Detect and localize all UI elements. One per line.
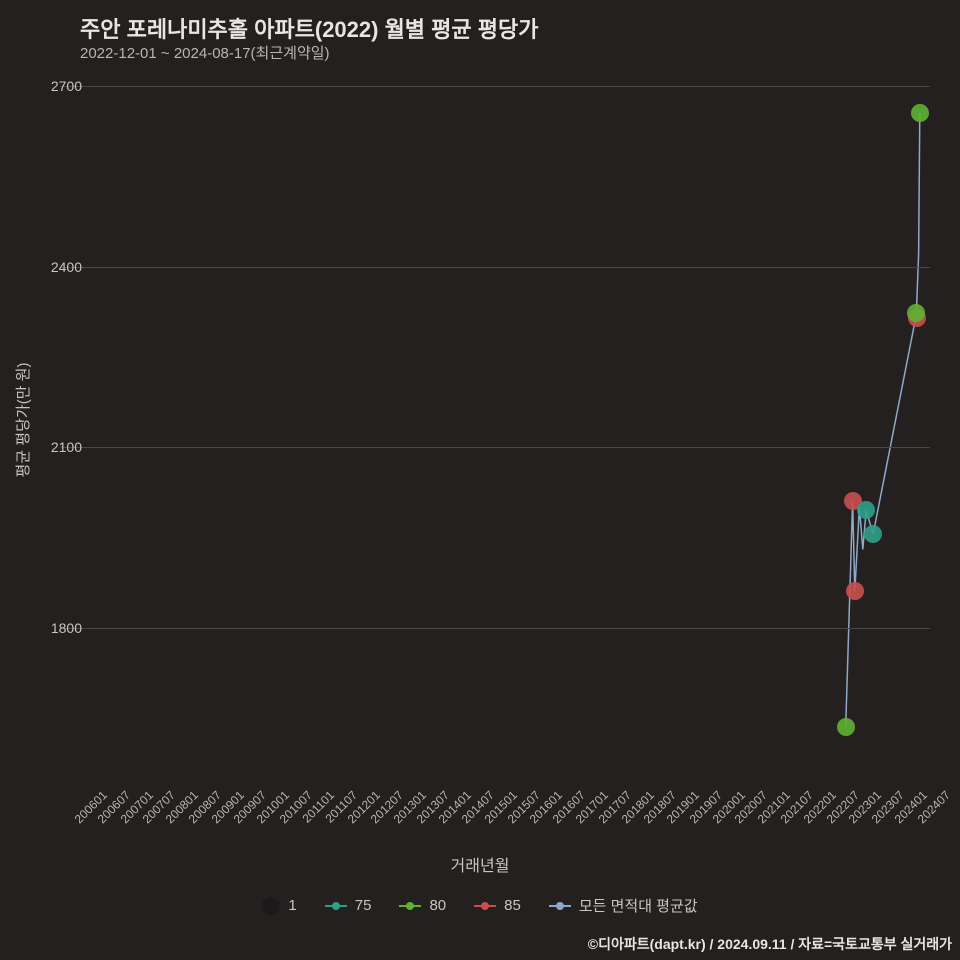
line-layer — [60, 68, 930, 778]
legend-dot-icon — [332, 902, 340, 910]
legend-line-icon — [474, 905, 496, 907]
y-tick-label: 2100 — [51, 439, 82, 455]
legend: 1 75 80 85 모든 면적대 평균값 — [0, 895, 960, 916]
grid-line — [60, 86, 930, 87]
legend-swatch — [262, 897, 280, 915]
x-axis-title: 거래년월 — [451, 852, 510, 876]
legend-label: 모든 면적대 평균값 — [579, 895, 698, 916]
legend-item: 85 — [474, 897, 521, 914]
chart-subtitle: 2022-12-01 ~ 2024-08-17(최근계약일) — [80, 42, 330, 63]
legend-item: 모든 면적대 평균값 — [549, 895, 698, 916]
legend-label: 1 — [288, 897, 296, 914]
y-tick-label: 2700 — [51, 78, 82, 94]
legend-label: 85 — [504, 897, 521, 914]
legend-item: 80 — [399, 897, 446, 914]
legend-item: 75 — [325, 897, 372, 914]
y-tick-label: 1800 — [51, 620, 82, 636]
marker-85 — [846, 582, 864, 600]
legend-dot-icon — [481, 902, 489, 910]
legend-label: 80 — [429, 897, 446, 914]
marker-80 — [837, 718, 855, 736]
legend-line-icon — [325, 905, 347, 907]
grid-line — [60, 447, 930, 448]
legend-line-icon — [549, 905, 571, 907]
y-axis-title: 평균 평당가(만 원) — [12, 363, 33, 478]
legend-dot-icon — [556, 902, 564, 910]
credit-text: ©디아파트(dapt.kr) / 2024.09.11 / 자료=국토교통부 실… — [588, 934, 952, 954]
grid-line — [60, 628, 930, 629]
legend-line-icon — [399, 905, 421, 907]
marker-75 — [857, 501, 875, 519]
legend-item: 1 — [262, 897, 296, 915]
chart-title: 주안 포레나미추홀 아파트(2022) 월별 평균 평당가 — [80, 12, 538, 44]
legend-label: 75 — [355, 897, 372, 914]
marker-80 — [911, 104, 929, 122]
series-line — [846, 113, 920, 727]
y-tick-label: 2400 — [51, 259, 82, 275]
marker-75 — [864, 525, 882, 543]
chart-container: 주안 포레나미추홀 아파트(2022) 월별 평균 평당가 2022-12-01… — [0, 0, 960, 960]
grid-line — [60, 267, 930, 268]
marker-80 — [907, 304, 925, 322]
plot-area — [60, 68, 930, 778]
legend-dot-icon — [406, 902, 414, 910]
